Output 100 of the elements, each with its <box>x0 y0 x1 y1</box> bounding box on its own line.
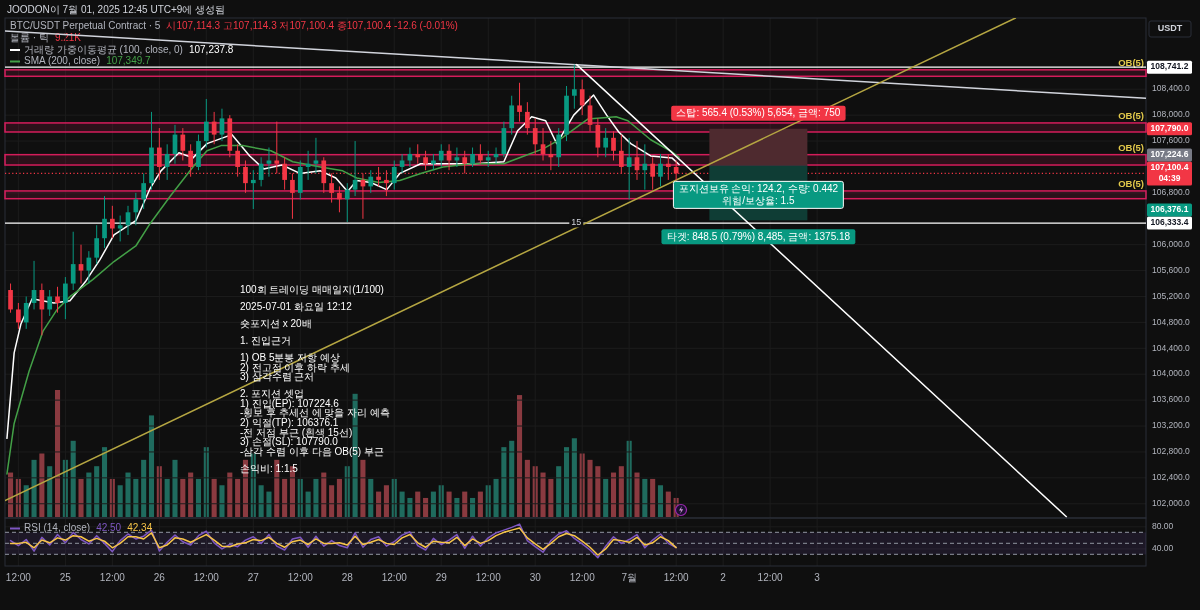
candlestick <box>141 172 147 210</box>
band-label: OB(5) <box>1118 177 1144 189</box>
bar <box>141 459 147 517</box>
bar <box>430 491 436 517</box>
x-tick-label: 12:00 <box>663 571 690 583</box>
candlestick <box>110 205 115 239</box>
bar <box>595 466 601 517</box>
legend-item: RSI (14, close) <box>9 522 91 534</box>
bar <box>462 491 468 517</box>
candlestick <box>274 121 280 174</box>
bar <box>415 491 421 517</box>
legend-item: SMA (200, close) <box>9 55 101 67</box>
candlestick <box>250 169 256 210</box>
candlestick <box>321 156 327 194</box>
band-label: OB(5) <box>1118 56 1144 68</box>
candlestick <box>532 117 538 155</box>
bar <box>470 497 476 517</box>
bar <box>563 447 570 517</box>
bar <box>180 478 186 517</box>
candlestick <box>8 283 13 314</box>
bar <box>78 478 84 517</box>
chart-title: 볼륨 · 틱 <box>10 32 49 44</box>
y-axis-title: USDT <box>1157 23 1183 34</box>
annotation: 포지션보유 손익: 124.2, 수량: 0.442 위험/보상율: 1.5 <box>672 180 844 209</box>
band-label: OB(5) <box>1118 141 1144 153</box>
bar <box>125 472 131 517</box>
bar <box>509 440 515 517</box>
candlestick <box>603 127 609 158</box>
x-tick-label: 12:00 <box>193 571 220 583</box>
candlestick <box>94 224 100 265</box>
x-tick-label: 2 <box>720 571 727 583</box>
x-tick-label: 12:00 <box>381 571 408 583</box>
chart-subtitle: 시107,114.3 고107,114.3 저107,100.4 종107,100.4 -12.6 (-0.01%) <box>166 20 458 32</box>
bar <box>650 478 656 517</box>
x-tick-label: 12:00 <box>569 571 596 583</box>
bar <box>39 453 45 517</box>
bar <box>540 472 546 517</box>
x-tick-label: 12:00 <box>5 571 32 583</box>
bar <box>360 459 366 517</box>
bar <box>195 478 202 517</box>
bar <box>101 447 108 517</box>
candlestick <box>642 143 648 191</box>
bar <box>211 478 217 517</box>
candlestick <box>282 156 287 191</box>
candlestick <box>391 159 397 191</box>
bar <box>423 497 429 517</box>
bar <box>517 395 523 517</box>
bar <box>227 472 233 517</box>
annotation: 스탑: 565.4 (0.53%) 5,654, 금액: 750 <box>676 106 841 118</box>
y-tick-label: 103,200.0 <box>1152 420 1191 431</box>
candlestick <box>70 231 76 291</box>
y-tick-label: 104,800.0 <box>1152 316 1191 327</box>
bar <box>657 485 664 517</box>
bar <box>31 459 37 517</box>
candlestick <box>16 302 21 330</box>
candlestick <box>423 150 428 171</box>
y-tick-label: 104,400.0 <box>1152 342 1191 353</box>
candlestick <box>78 244 84 285</box>
y-tick-label: 107,600.0 <box>1152 135 1191 146</box>
y-tick-label: 108,400.0 <box>1152 83 1191 94</box>
y-axis-title: USDT <box>1148 20 1192 38</box>
bar <box>148 415 155 517</box>
bar <box>235 478 241 517</box>
bar <box>188 472 194 517</box>
bar <box>70 440 76 517</box>
candlestick <box>509 95 515 136</box>
candlestick <box>556 127 562 168</box>
candlestick <box>415 143 421 165</box>
bar <box>556 466 562 517</box>
x-tick-label: 28 <box>341 571 354 583</box>
candlestick <box>203 98 209 149</box>
y-tick-label: 105,600.0 <box>1152 264 1191 275</box>
y-tick-label: 108,000.0 <box>1152 109 1191 120</box>
axis-tag: 107,224.6 <box>1147 148 1192 162</box>
x-tick-label: 12:00 <box>99 571 126 583</box>
candlestick <box>399 153 405 174</box>
annotation: 15 <box>569 217 584 228</box>
x-tick-label: 29 <box>435 571 448 583</box>
bar <box>305 491 311 517</box>
bar <box>383 485 389 517</box>
candlestick <box>611 130 616 161</box>
x-tick-label: 7월 <box>621 571 637 583</box>
bar <box>219 485 225 517</box>
x-tick-label: 27 <box>247 571 260 583</box>
x-tick-label: 12:00 <box>757 571 784 583</box>
bar <box>618 466 624 517</box>
candlestick <box>470 147 475 168</box>
candlestick <box>525 101 530 136</box>
y-tick-label: 40.00 <box>1152 543 1174 554</box>
bar <box>501 447 507 517</box>
bar <box>603 478 609 517</box>
candlestick <box>579 79 585 116</box>
band: OB(5) <box>4 141 1147 166</box>
bar <box>587 459 593 517</box>
chart-title: BTC/USDT Perpetual Contract · 5 <box>10 20 161 32</box>
bar <box>23 485 29 517</box>
x-tick-label: 25 <box>59 571 72 583</box>
y-tick-label: 102,400.0 <box>1152 472 1191 483</box>
y-tick-label: 104,000.0 <box>1152 368 1191 379</box>
annotation: 포지션보유 손익: 124.2, 수량: 0.442 위험/보상율: 1.5 <box>678 182 839 206</box>
